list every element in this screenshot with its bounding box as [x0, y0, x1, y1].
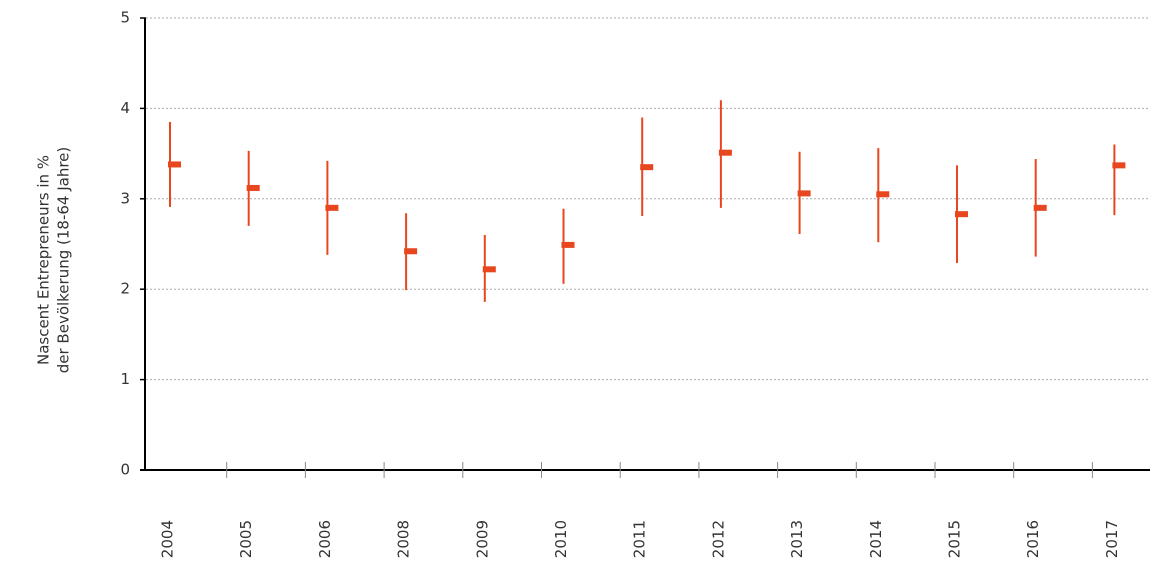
y-tick-label: 5: [120, 9, 130, 27]
point-estimate: [640, 164, 654, 171]
point-estimate: [168, 161, 181, 168]
point-estimate: [1033, 204, 1047, 211]
x-tick-label: 2016: [1024, 520, 1042, 558]
y-axis-label: Nascent Entrepreneurs in %: [35, 155, 53, 365]
y-tick-label: 0: [120, 461, 130, 479]
point-estimate: [955, 211, 968, 218]
point-estimate: [1112, 162, 1126, 169]
x-tick-label: 2011: [631, 520, 649, 558]
point-estimate: [561, 241, 575, 248]
x-tick-label: 2006: [316, 520, 334, 558]
point-estimate: [325, 204, 339, 211]
point-estimate: [797, 190, 811, 197]
point-estimate: [482, 266, 496, 273]
x-tick-label: 2010: [552, 520, 570, 558]
point-estimate: [246, 184, 260, 191]
x-tick-label: 2013: [788, 520, 806, 558]
x-tick-label: 2004: [159, 520, 177, 558]
y-tick-label: 3: [120, 189, 130, 207]
y-tick-label: 2: [120, 280, 130, 298]
point-estimate: [876, 191, 890, 198]
point-estimate: [718, 149, 732, 156]
x-tick-label: 2009: [473, 520, 491, 558]
x-tick-label: 2008: [395, 520, 413, 558]
x-tick-label: 2017: [1103, 520, 1121, 558]
point-estimate: [404, 248, 418, 255]
y-tick-label: 4: [120, 99, 130, 117]
x-tick-label: 2012: [709, 520, 727, 558]
x-tick-label: 2014: [867, 520, 885, 558]
y-tick-label: 1: [120, 370, 130, 388]
y-axis-label: der Bevölkerung (18-64 Jahre): [55, 147, 73, 374]
x-tick-label: 2015: [946, 520, 964, 558]
x-tick-label: 2005: [237, 520, 255, 558]
